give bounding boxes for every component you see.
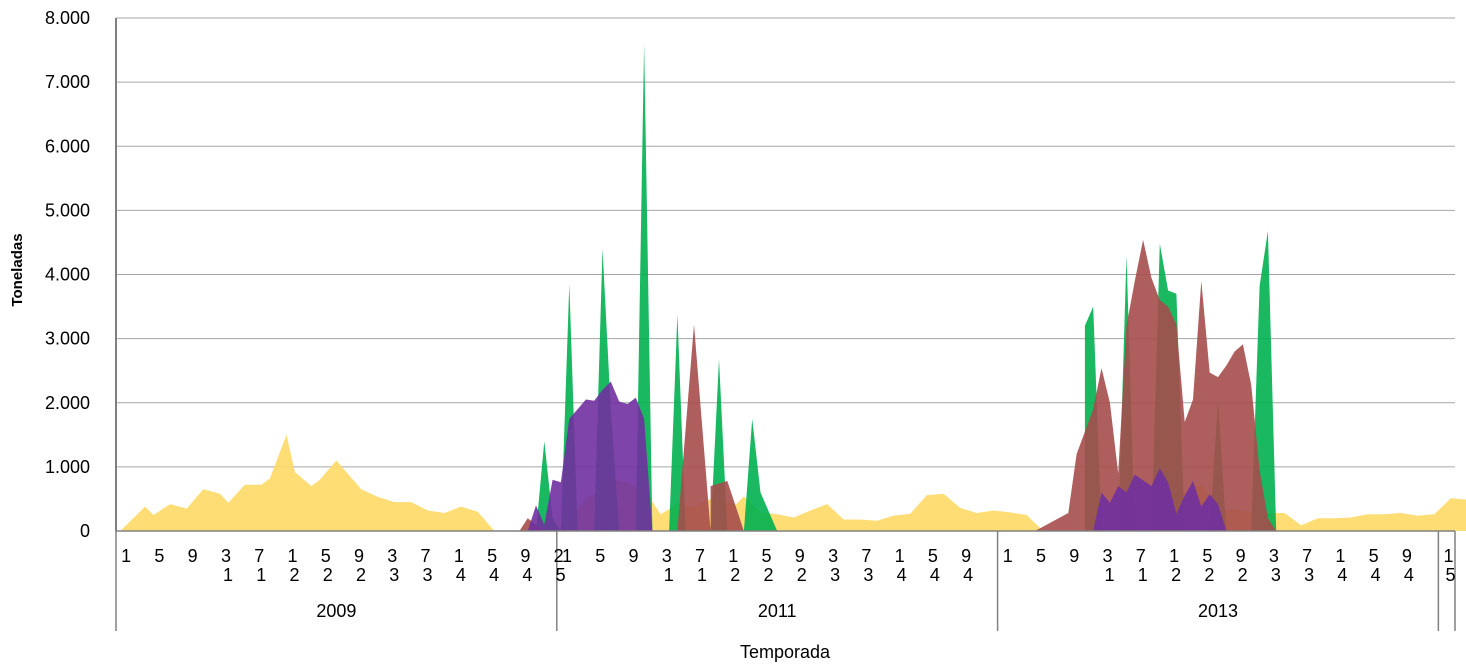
x-tick-label-line2: 2: [1171, 565, 1181, 585]
x-tick-label: 9: [520, 546, 530, 566]
x-tick-label-line2: 4: [963, 565, 973, 585]
x-tick-label: 1: [1169, 546, 1179, 566]
x-tick-label: 1: [728, 546, 738, 566]
x-tick-label: 1: [1003, 546, 1013, 566]
group-label: 2013: [1198, 601, 1238, 621]
x-tick-label-line2: 3: [423, 565, 433, 585]
y-tick-label: 8.000: [45, 8, 90, 28]
area-series: [120, 434, 1466, 531]
x-tick-label: 7: [1302, 546, 1312, 566]
x-tick-label: 5: [154, 546, 164, 566]
group-label: 2009: [316, 601, 356, 621]
x-tick-label: 9: [354, 546, 364, 566]
y-tick-labels: 0 1.000 2.000 3.000 4.000 5.000 6.000 7.000 8.00…: [45, 8, 90, 541]
x-tick-label: 7: [861, 546, 871, 566]
x-tick-label: 5: [321, 546, 331, 566]
x-tick-label-line2: 4: [1337, 565, 1347, 585]
x-tick-label-line2: 2: [289, 565, 299, 585]
x-tick-label: 3: [662, 546, 672, 566]
x-group-labels: 2009 2011 2013: [316, 601, 1238, 621]
x-tick-label: 5: [1202, 546, 1212, 566]
x-tick-label-line2: 5: [1446, 565, 1456, 585]
y-tick-label: 2.000: [45, 393, 90, 413]
x-tick-label-line2: 3: [830, 565, 840, 585]
x-tick-label-line2: 1: [1138, 565, 1148, 585]
x-tick-label: 5: [1369, 546, 1379, 566]
x-tick-label: 2: [554, 546, 564, 566]
x-tick-label: 5: [762, 546, 772, 566]
y-tick-label: 3.000: [45, 329, 90, 349]
x-tick-label: 1: [562, 546, 572, 566]
x-tick-label: 7: [695, 546, 705, 566]
x-tick-label-line2: 1: [1105, 565, 1115, 585]
x-tick-label: 1: [895, 546, 905, 566]
x-tick-label-line2: 1: [697, 565, 707, 585]
x-tick-label-line2: 3: [1304, 565, 1314, 585]
y-tick-label: 6.000: [45, 136, 90, 156]
x-tick-label-line2: 4: [1371, 565, 1381, 585]
x-tick-label: 9: [628, 546, 638, 566]
y-tick-label: 0: [80, 521, 90, 541]
x-tick-label: 1: [287, 546, 297, 566]
x-tick-label: 3: [828, 546, 838, 566]
x-tick-label-line2: 2: [730, 565, 740, 585]
x-tick-label-line2: 4: [930, 565, 940, 585]
x-tick-label-line2: 4: [522, 565, 532, 585]
x-tick-label: 5: [1036, 546, 1046, 566]
x-tick-label: 1: [121, 546, 131, 566]
x-tick-label: 5: [928, 546, 938, 566]
x-tick-label-line2: 2: [356, 565, 366, 585]
x-tick-label: 1: [1335, 546, 1345, 566]
x-tick-label-line2: 2: [1204, 565, 1214, 585]
x-tick-label-line2: 2: [1238, 565, 1248, 585]
x-tick-label: 5: [487, 546, 497, 566]
x-tick-label: 7: [421, 546, 431, 566]
x-tick-label-line2: 2: [323, 565, 333, 585]
y-tick-label: 7.000: [45, 72, 90, 92]
x-tick-label-line2: 4: [489, 565, 499, 585]
x-tick-label-line2: 2: [764, 565, 774, 585]
x-tick-label-line2: 5: [556, 565, 566, 585]
x-tick-label-line2: 1: [664, 565, 674, 585]
x-tick-label-line2: 2: [797, 565, 807, 585]
x-tick-label: 9: [188, 546, 198, 566]
x-tick-label: 3: [1269, 546, 1279, 566]
area-series: [120, 43, 1466, 531]
x-tick-label: 7: [254, 546, 264, 566]
x-tick-label-line2: 4: [897, 565, 907, 585]
x-tick-label: 3: [1103, 546, 1113, 566]
axes: [115, 18, 1456, 631]
x-tick-label: 7: [1136, 546, 1146, 566]
x-tick-label: 3: [221, 546, 231, 566]
area-series: [519, 239, 1466, 531]
x-tick-label: 9: [1402, 546, 1412, 566]
x-tick-label-line2: 4: [1404, 565, 1414, 585]
x-tick-label-line2: 1: [223, 565, 233, 585]
x-tick-label-line2: 3: [1271, 565, 1281, 585]
x-tick-label: 9: [961, 546, 971, 566]
x-tick-label: 9: [1069, 546, 1079, 566]
y-tick-label: 4.000: [45, 265, 90, 285]
x-tick-label-line2: 1: [256, 565, 266, 585]
x-tick-label-line2: 3: [863, 565, 873, 585]
x-tick-label-line2: 4: [456, 565, 466, 585]
x-tick-label: 5: [595, 546, 605, 566]
x-tick-label: 1: [1444, 546, 1454, 566]
area-series: [527, 381, 1466, 531]
y-tick-label: 5.000: [45, 200, 90, 220]
x-tick-label: 1: [454, 546, 464, 566]
group-label: 2011: [758, 601, 797, 621]
x-tick-label: 9: [1236, 546, 1246, 566]
x-tick-label: 3: [387, 546, 397, 566]
y-tick-label: 1.000: [45, 457, 90, 477]
y-axis-title: Toneladas: [9, 233, 26, 306]
x-tick-label: 9: [795, 546, 805, 566]
area-series: [536, 43, 1466, 531]
x-tick-label-line2: 3: [389, 565, 399, 585]
x-axis-title: Temporada: [740, 642, 831, 662]
